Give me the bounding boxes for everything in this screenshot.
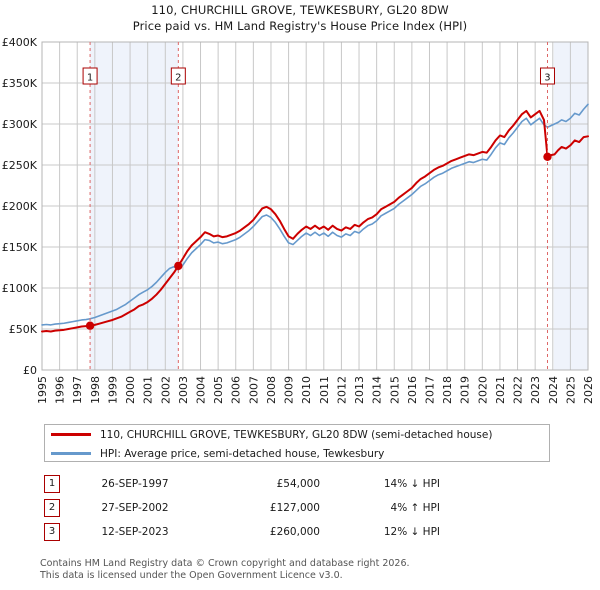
x-axis-tick-label: 2012 [335,376,348,404]
y-axis-tick-label: £150K [2,241,38,254]
legend-item-hpi: HPI: Average price, semi-detached house,… [45,444,549,463]
transaction-price-1: £54,000 [276,478,320,490]
x-axis-tick-label: 2016 [406,376,419,404]
legend-swatch-hpi [51,452,91,455]
x-axis-tick-label: 2019 [459,376,472,404]
y-axis-tick-label: £50K [9,323,38,336]
marker-point-1 [85,321,95,330]
x-axis-tick-label: 2020 [476,376,489,404]
y-axis-tick-label: £100K [2,282,38,295]
table-row[interactable]: 3 12-SEP-2023 £260,000 12% ↓ HPI [44,520,464,544]
x-axis-tick-label: 1995 [36,376,49,404]
attribution-footer: Contains HM Land Registry data © Crown c… [40,558,560,581]
marker-badge-3 [539,67,555,85]
legend-label-hpi: HPI: Average price, semi-detached house,… [100,447,385,460]
table-row[interactable]: 1 26-SEP-1997 £54,000 14% ↓ HPI [44,472,464,496]
x-axis-tick-label: 2005 [212,376,225,404]
x-axis-tick-label: 2008 [265,376,278,404]
x-axis-tick-label: 2018 [441,376,454,404]
transactions-table: 1 26-SEP-1997 £54,000 14% ↓ HPI 2 27-SEP… [44,472,464,544]
x-axis-tick-label: 2026 [582,376,595,404]
price-history-plot: £0 £50K £100K £150K £200K £250K £300K £350K £400… [2,36,595,404]
x-axis-tick-label: 2009 [283,376,296,404]
x-axis-tick-label: 2011 [318,376,331,404]
transaction-date-2: 27-SEP-2002 [101,502,169,514]
footer-licence: This data is licensed under the Open Gov… [40,569,343,581]
x-axis-tick-label: 1996 [54,376,67,404]
marker-badge-2 [170,67,186,85]
page-subtitle: Price paid vs. HM Land Registry's House … [132,19,468,33]
series-line-hpi [41,103,589,326]
x-axis-tick-label: 2001 [142,376,155,404]
x-axis-tick-label: 1999 [106,376,119,404]
marker-badge-1 [82,67,98,85]
transaction-badge-2: 2 [44,499,60,517]
transaction-badge-1: 1 [44,475,60,493]
marker-point-2 [174,261,183,271]
marker-badge-label-1: 1 [87,73,93,84]
marker-badge-label-3: 3 [544,73,550,84]
table-row[interactable]: 2 27-SEP-2002 £127,000 4% ↑ HPI [44,496,464,520]
chart-title-block: 110, CHURCHILL GROVE, TEWKESBURY, GL20 8… [0,2,600,34]
page-title: 110, CHURCHILL GROVE, TEWKESBURY, GL20 8… [151,3,449,17]
x-axis-tick-label: 2010 [300,376,313,404]
x-axis-tick-label: 2023 [529,376,542,404]
footer-copyright: Contains HM Land Registry data © Crown c… [40,558,410,569]
series-line-price-paid [41,109,589,333]
x-axis-tick-label: 2025 [564,376,577,404]
x-axis-tick-label: 1997 [71,376,84,404]
y-axis-tick-label: £250K [2,159,38,172]
y-axis-tick-label: £400K [2,36,38,49]
x-axis-tick-label: 1998 [89,376,102,404]
x-axis-tick-label: 2024 [547,376,560,404]
x-axis-tick-label: 2003 [177,376,190,404]
x-axis-tick-label: 2000 [124,376,137,404]
marker-badge-label-2: 2 [175,73,181,84]
transaction-hpi-delta-3: 12% ↓ HPI [383,526,440,538]
transaction-badge-3: 3 [44,523,60,541]
legend-swatch-price-paid [51,433,91,436]
transaction-price-2: £127,000 [269,502,320,514]
x-axis-tick-label: 2015 [388,376,401,404]
legend-label-price-paid: 110, CHURCHILL GROVE, TEWKESBURY, GL20 8… [100,428,493,441]
x-axis-tick-label: 2007 [247,376,260,404]
y-axis-tick-label: £350K [2,77,38,90]
x-axis-tick-label: 2021 [494,376,507,404]
y-axis-tick-label: £200K [2,200,38,213]
chart-legend: 110, CHURCHILL GROVE, TEWKESBURY, GL20 8… [44,424,550,462]
y-axis-tick-label: £0 [23,364,37,377]
x-axis-tick-label: 2022 [512,376,525,404]
marker-point-3 [543,152,552,161]
x-axis-tick-label: 2006 [230,376,243,404]
transaction-price-3: £260,000 [269,526,320,538]
y-axis-tick-label: £300K [2,118,38,131]
x-axis-tick-label: 2017 [423,376,436,404]
legend-item-price-paid: 110, CHURCHILL GROVE, TEWKESBURY, GL20 8… [45,425,549,444]
plot-frame [41,41,589,371]
transaction-hpi-delta-1: 14% ↓ HPI [383,478,440,490]
transaction-date-1: 26-SEP-1997 [101,478,169,490]
transaction-hpi-delta-2: 4% ↑ HPI [390,502,440,514]
x-axis-tick-label: 2004 [195,376,208,404]
x-axis-tick-label: 2013 [353,376,366,404]
transaction-date-3: 12-SEP-2023 [101,526,169,538]
x-axis-tick-label: 2002 [159,376,172,404]
x-axis-tick-label: 2014 [371,376,384,404]
